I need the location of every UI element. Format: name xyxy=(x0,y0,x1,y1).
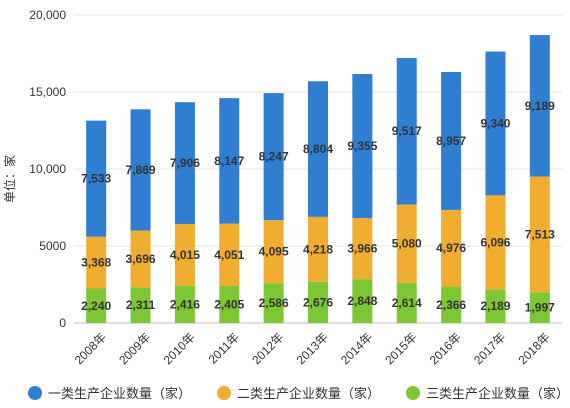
bar-segment xyxy=(130,230,151,288)
bar-segment xyxy=(352,73,373,219)
legend: 一类生产企业数量（家） 二类生产企业数量（家） 三类生产企业数量（家） xyxy=(28,383,569,402)
stacked-bar-chart: 2,240 3,368 7,533 2,311 3,696 7,869 2,416 4,015… xyxy=(2,8,562,367)
x-tick-label: 2016年 xyxy=(427,330,464,367)
data-label: 2,586 xyxy=(259,296,289,310)
bar-segment xyxy=(352,218,373,280)
y-tick-label: 0 xyxy=(59,316,66,330)
x-tick-label: 2017年 xyxy=(471,330,508,367)
data-label: 2,848 xyxy=(347,294,377,308)
legend-label: 一类生产企业数量（家） xyxy=(48,386,192,401)
bar-segment xyxy=(308,81,328,217)
x-tick-label: 2011年 xyxy=(206,330,243,367)
bar-segment xyxy=(263,93,284,221)
bar-segment xyxy=(219,285,240,323)
bar-segment xyxy=(219,223,240,286)
data-label: 7,513 xyxy=(525,227,555,241)
data-label: 2,240 xyxy=(81,299,111,313)
data-label: 5,080 xyxy=(392,237,422,251)
x-tick-label: 2009年 xyxy=(116,330,153,367)
bar-segment xyxy=(441,286,462,323)
data-label: 4,976 xyxy=(436,241,466,255)
x-tick-label: 2018年 xyxy=(515,330,552,367)
x-tick-label: 2015年 xyxy=(382,330,419,367)
y-tick-label: 15,000 xyxy=(29,85,66,99)
bar-segment xyxy=(219,98,240,224)
data-label: 8,957 xyxy=(436,134,466,148)
data-label: 3,966 xyxy=(347,242,377,256)
bar-segment xyxy=(529,176,550,293)
x-tick-label: 2014年 xyxy=(338,330,375,367)
legend-swatch xyxy=(217,385,232,400)
bar-segment xyxy=(174,223,195,286)
bar-segment xyxy=(396,204,417,283)
bar-segment xyxy=(174,285,195,323)
data-label: 3,696 xyxy=(126,252,156,266)
x-tick-label: 2010年 xyxy=(161,330,198,367)
bar-segment xyxy=(485,195,506,290)
data-label: 3,368 xyxy=(81,256,111,270)
bar-segment xyxy=(130,287,151,323)
y-axis-label: 单位：家 xyxy=(2,155,17,203)
bar-segment xyxy=(396,282,417,323)
data-label: 4,218 xyxy=(303,242,333,256)
bar-segment xyxy=(86,120,107,237)
data-label: 8,147 xyxy=(214,154,244,168)
bar-segment xyxy=(441,209,462,287)
data-label: 7,906 xyxy=(170,156,200,170)
data-label: 8,804 xyxy=(303,142,333,156)
x-tick-label: 2012年 xyxy=(249,330,286,367)
data-label: 4,015 xyxy=(170,248,200,262)
bar-segment xyxy=(529,292,550,323)
data-label: 9,340 xyxy=(480,116,510,130)
y-tick-label: 10,000 xyxy=(29,162,66,176)
x-tick-label: 2008年 xyxy=(72,330,109,367)
legend-item: 三类生产企业数量（家） xyxy=(406,383,569,402)
data-label: 4,051 xyxy=(214,248,244,262)
data-label: 9,189 xyxy=(525,99,555,113)
x-tick-label: 2013年 xyxy=(294,330,331,367)
bar-segment xyxy=(263,220,284,284)
bar-segment xyxy=(263,283,284,323)
data-label: 9,355 xyxy=(347,139,377,153)
y-tick-label: 20,000 xyxy=(29,8,66,22)
data-label: 6,096 xyxy=(480,235,510,249)
legend-label: 二类生产企业数量（家） xyxy=(237,386,381,401)
data-label: 2,189 xyxy=(480,299,510,313)
legend-item: 二类生产企业数量（家） xyxy=(217,383,380,402)
legend-item: 一类生产企业数量（家） xyxy=(28,383,191,402)
data-label: 7,869 xyxy=(126,163,156,177)
bar-segment xyxy=(529,35,550,177)
bar-segment xyxy=(86,236,107,289)
data-label: 2,614 xyxy=(392,296,422,310)
data-label: 7,533 xyxy=(81,172,111,186)
data-labels: 2,240 3,368 7,533 2,311 3,696 7,869 2,416 4,015… xyxy=(81,99,555,315)
data-label: 2,366 xyxy=(436,298,466,312)
data-label: 8,247 xyxy=(259,150,289,164)
data-label: 2,676 xyxy=(303,295,333,309)
y-tick-label: 5000 xyxy=(39,239,66,253)
bar-segment xyxy=(308,281,328,323)
legend-swatch xyxy=(406,385,421,400)
bar-segment xyxy=(485,51,506,196)
bar-segment xyxy=(396,57,417,205)
data-label: 2,311 xyxy=(126,298,156,312)
bar-segment xyxy=(441,71,462,210)
bar-segment xyxy=(174,102,195,224)
legend-swatch xyxy=(28,385,42,400)
data-label: 2,405 xyxy=(214,297,244,311)
bar-segment xyxy=(86,288,107,323)
bar-segment xyxy=(352,279,373,323)
data-label: 2,416 xyxy=(170,297,200,311)
bar-segment xyxy=(485,289,506,323)
legend-label: 三类生产企业数量（家） xyxy=(426,386,570,401)
bars xyxy=(86,35,550,323)
bar-segment xyxy=(130,109,151,231)
data-label: 1,997 xyxy=(525,301,555,315)
data-label: 9,517 xyxy=(392,124,422,138)
data-label: 4,095 xyxy=(259,245,289,259)
bar-segment xyxy=(308,216,328,282)
